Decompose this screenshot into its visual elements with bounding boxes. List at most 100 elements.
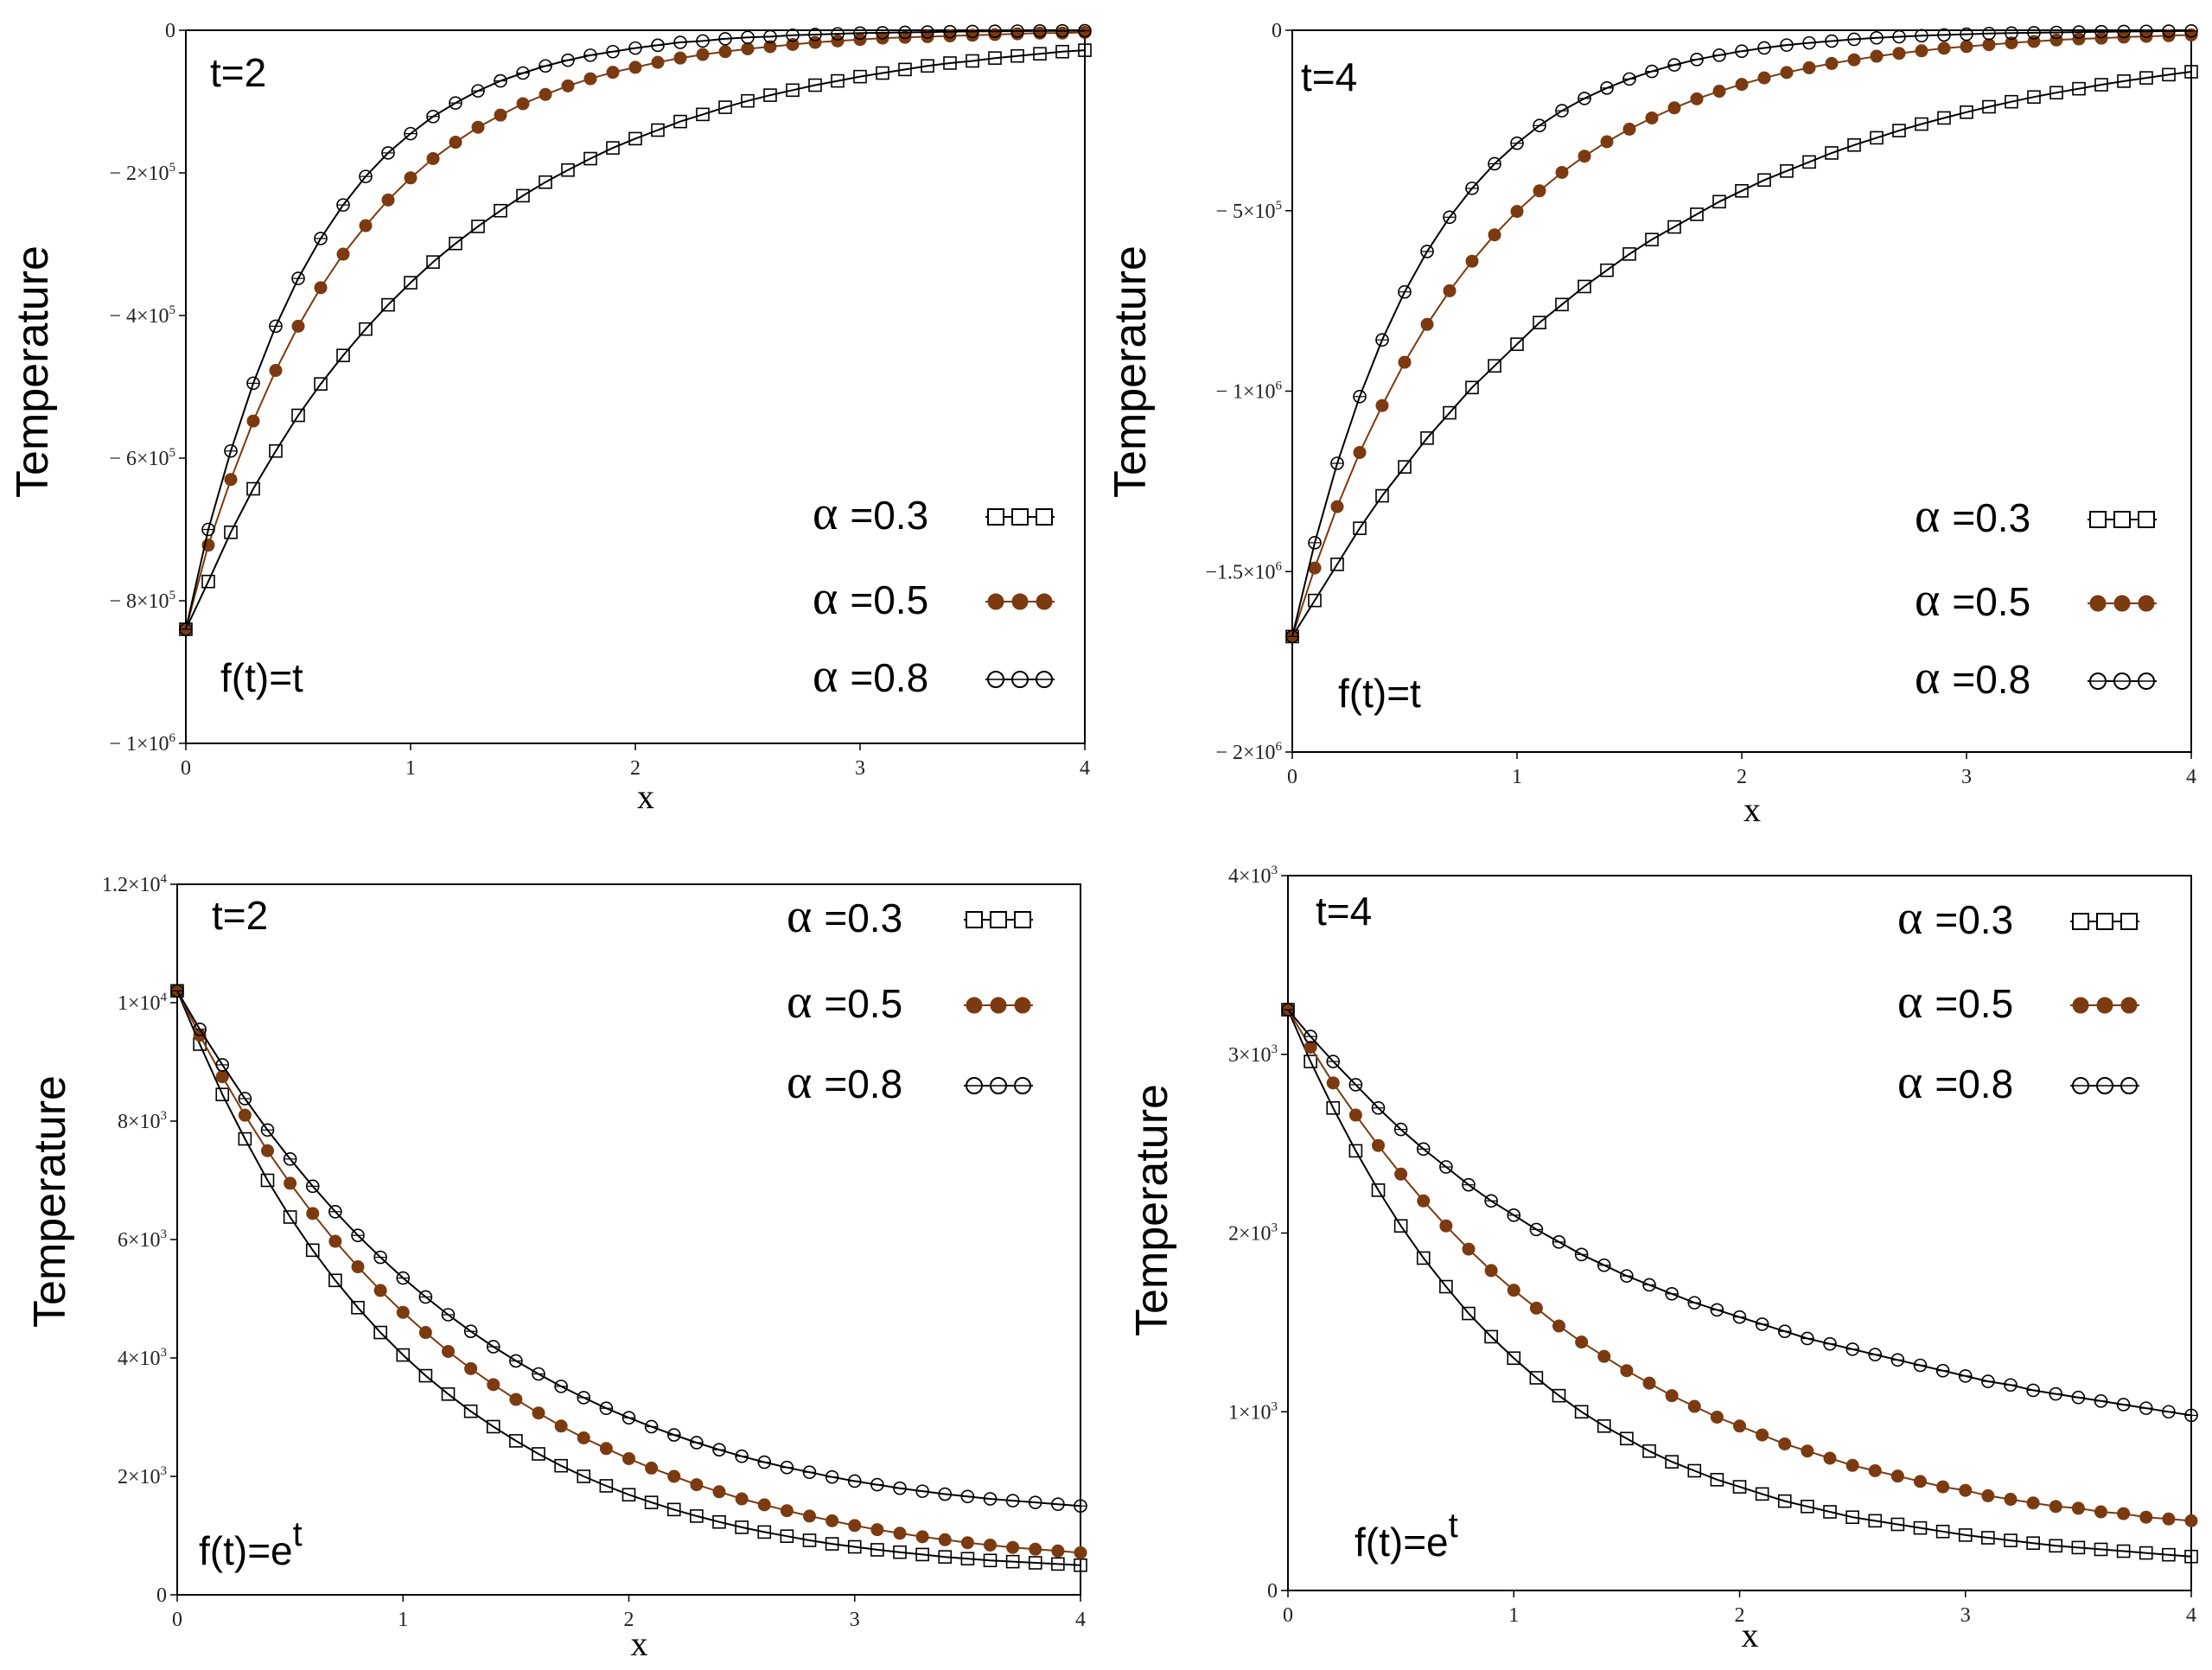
series-line (1291, 71, 2192, 637)
y-tick-label-exponent: 3 (161, 1346, 168, 1360)
data-point (359, 322, 373, 336)
y-tick-label-base: − 1×10 (109, 733, 169, 755)
data-point (1420, 430, 1434, 445)
data-point (960, 1536, 974, 1550)
data-point (1398, 355, 1412, 369)
data-point (1420, 317, 1434, 331)
legend-marker (1011, 508, 1029, 526)
data-point (2027, 90, 2041, 105)
data-point (921, 29, 934, 43)
legend-marker (2113, 595, 2131, 612)
data-point (1488, 228, 1501, 242)
data-point (853, 69, 867, 84)
data-point (757, 1498, 771, 1512)
data-point (1510, 337, 1524, 352)
y-tick-label-exponent: 6 (1276, 559, 1283, 573)
legend-entry: α =0.8 (813, 649, 1055, 703)
data-point (1825, 146, 1839, 160)
x-tick-label: 0 (1283, 1604, 1293, 1627)
y-tick-label-exponent: 3 (161, 1464, 168, 1478)
y-tick-label: 0 (165, 20, 175, 42)
x-tick-label: 1 (1512, 766, 1522, 788)
data-point (1462, 1242, 1476, 1256)
legend-entry: α =0.3 (1897, 891, 2139, 945)
data-point (1484, 1264, 1498, 1278)
data-point (1552, 1388, 1566, 1403)
plot-frame (185, 29, 1086, 744)
data-point (893, 1527, 907, 1540)
legend-value: =0.8 (1935, 1061, 2013, 1106)
data-point (404, 276, 418, 290)
data-point (1465, 380, 1479, 395)
data-point (471, 220, 485, 233)
data-point (1667, 220, 1681, 234)
data-point (1777, 1494, 1792, 1508)
data-point (644, 1495, 659, 1509)
y-tick-label-exponent: 5 (169, 161, 176, 175)
y-tick-label: 1.2×104 (102, 872, 168, 896)
data-point (516, 97, 530, 111)
data-point (1417, 1194, 1431, 1208)
data-point (494, 203, 507, 218)
x-tick-label: 3 (1961, 766, 1972, 788)
data-point (1645, 111, 1659, 124)
data-point (673, 51, 687, 65)
y-axis-label: Temperature (1106, 245, 1156, 498)
data-point (2071, 1501, 2085, 1515)
legend-entry: α =0.5 (1897, 975, 2139, 1029)
data-point (1665, 1389, 1679, 1403)
data-point (283, 1210, 297, 1224)
data-point (463, 1404, 478, 1418)
data-point (554, 1419, 568, 1433)
legend-alpha: α (787, 1055, 824, 1109)
data-point (1330, 558, 1344, 571)
series-line (185, 49, 1086, 630)
y-tick-label: 2×103 (1228, 1221, 1278, 1246)
legend-marker (2120, 997, 2138, 1014)
data-point (938, 1533, 952, 1546)
forcing-annotation: f(t)=et (199, 1515, 303, 1573)
data-point (2071, 1540, 2086, 1555)
data-point (418, 1368, 433, 1383)
y-axis-label: Temperature (1127, 1084, 1177, 1336)
legend-label: α =0.8 (1897, 1055, 2013, 1109)
y-tick-label-base: 0 (165, 20, 175, 42)
data-point (960, 1552, 975, 1566)
data-point (622, 1488, 636, 1502)
data-point (2139, 71, 2153, 85)
data-point (690, 1478, 704, 1492)
time-annotation: t=4 (1316, 889, 1372, 934)
data-point (291, 319, 305, 333)
data-point (1892, 124, 1906, 137)
data-point (487, 1378, 500, 1392)
data-point (1868, 1514, 1883, 1528)
data-point (532, 1406, 545, 1420)
data-point (583, 72, 597, 86)
data-point (305, 1243, 320, 1258)
x-axis-label: x (1743, 790, 1761, 829)
data-point (314, 377, 328, 392)
data-point (516, 188, 530, 203)
data-point (606, 141, 620, 155)
data-point (1915, 44, 1928, 58)
data-point (1712, 194, 1726, 209)
legend-value: =0.3 (1935, 897, 2013, 942)
y-tick-label-base: − 8×10 (109, 590, 169, 613)
data-point (1914, 1475, 1927, 1488)
series-open-circle (1285, 24, 2198, 644)
data-point (314, 281, 328, 295)
data-point (2139, 29, 2153, 43)
legend-value: =0.8 (850, 655, 928, 700)
data-point (1823, 1451, 1837, 1465)
data-point (1960, 105, 1973, 119)
legend-label: α =0.8 (813, 649, 928, 703)
series-square (1285, 65, 2198, 644)
series-open-circle (170, 984, 1087, 1514)
data-point (1710, 1410, 1724, 1424)
data-point (1915, 117, 1928, 131)
data-point (1981, 1488, 1995, 1502)
data-point (2049, 1500, 2062, 1514)
